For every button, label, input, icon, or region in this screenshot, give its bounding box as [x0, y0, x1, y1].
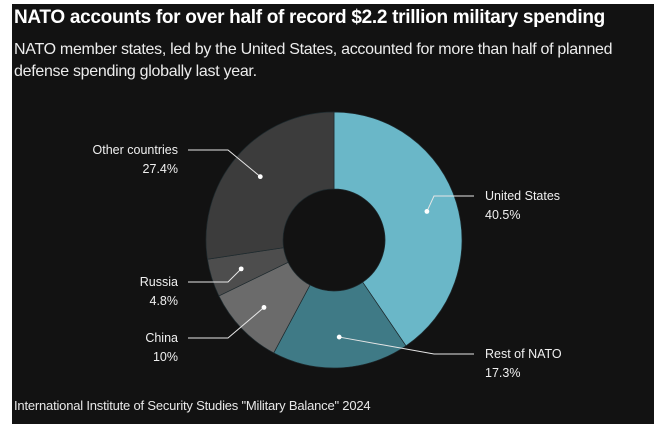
slice-value-china: 10%	[153, 350, 178, 364]
slice-other-countries	[205, 111, 335, 260]
donut-chart: United States 40.5% Rest of NATO 17.3% China…	[93, 111, 562, 380]
slice-label-china: China	[145, 331, 178, 345]
leader-line-russia	[188, 268, 242, 283]
donut-slices	[205, 111, 463, 369]
leader-line-rest-of-nato	[339, 336, 474, 355]
leader-line-china	[188, 307, 265, 339]
chart-subtitle: NATO member states, led by the United St…	[14, 41, 613, 80]
slice-label-united-states: United States	[485, 189, 560, 203]
chart-panel: NATO accounts for over half of record $2…	[12, 4, 654, 424]
slice-value-rest-of-nato: 17.3%	[485, 366, 520, 380]
slice-united-states	[333, 111, 463, 347]
slice-labels: United States 40.5% Rest of NATO 17.3% China…	[93, 143, 562, 380]
leader-dot-other-countries	[257, 174, 263, 180]
slice-label-other-countries: Other countries	[93, 143, 178, 157]
leader-dot-russia	[238, 266, 244, 272]
source-note: International Institute of Security Stud…	[14, 398, 371, 413]
slice-value-other-countries: 27.4%	[143, 162, 178, 176]
leader-line-other-countries	[188, 149, 261, 178]
slice-label-rest-of-nato: Rest of NATO	[485, 347, 562, 361]
leader-dot-rest-of-nato	[336, 334, 342, 340]
leader-dot-china	[261, 305, 267, 310]
slice-rest-of-nato	[273, 281, 407, 369]
leader-line-united-states	[426, 195, 474, 212]
slice-label-russia: Russia	[140, 275, 178, 289]
chart-title: NATO accounts for over half of record $2…	[14, 7, 605, 28]
leader-lines	[188, 149, 474, 355]
slice-value-united-states: 40.5%	[485, 208, 520, 222]
leader-dot-united-states	[424, 209, 430, 214]
slice-value-russia: 4.8%	[150, 294, 179, 308]
